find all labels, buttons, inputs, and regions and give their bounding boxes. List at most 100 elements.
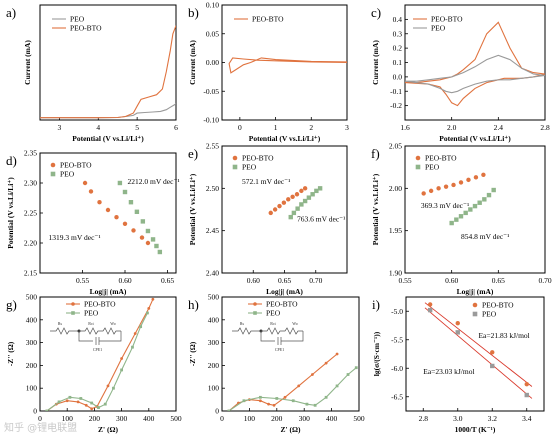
y-tick-label: 0.05	[206, 29, 219, 38]
data-point	[139, 235, 145, 240]
x-tick-label: 5	[135, 123, 139, 132]
x-tick-label: 0.65	[492, 276, 505, 285]
data-point	[324, 361, 328, 365]
legend-label: PEO-BTO	[266, 300, 298, 309]
resistor-rct	[261, 327, 282, 335]
data-point	[122, 189, 128, 195]
y-tick-label: 2.25	[24, 209, 37, 218]
y-tick-label: 0	[33, 407, 37, 416]
data-point	[286, 197, 291, 202]
data-point	[90, 401, 94, 405]
data-point	[314, 188, 319, 194]
panel-h: 0 100 200 300 400 500 0 100 200 300 400 500 Z' (Ω) -Z…	[188, 293, 365, 435]
series-line-2	[405, 54, 545, 94]
data-point	[57, 400, 61, 404]
x-tick-label: 0.55	[76, 276, 89, 285]
capacitor-branch	[78, 331, 122, 345]
series-line-1	[46, 299, 154, 411]
data-point	[466, 177, 471, 183]
y-tick-label: -0.2	[390, 101, 402, 110]
legend-marker	[253, 302, 257, 306]
data-point	[294, 192, 300, 197]
data-point	[436, 186, 441, 191]
data-point	[97, 200, 102, 205]
legend-marker	[50, 162, 56, 168]
data-point	[97, 406, 100, 409]
x-tick-label: 100	[244, 414, 256, 423]
x-tick-label: 0.65	[161, 276, 174, 285]
y-tick-label: 0	[215, 407, 219, 416]
circuit-label: CPE1	[275, 347, 284, 352]
x-tick-label: 0.60	[445, 276, 458, 285]
x-tick-label: 2	[309, 123, 313, 132]
data-point	[295, 206, 300, 211]
plot-frame	[221, 145, 348, 274]
plot-area	[424, 302, 533, 399]
x-tick-label: 6	[174, 123, 178, 132]
x-axis-label: Potential (V vs.Li/Li⁺)	[439, 134, 511, 143]
y-tick-label: 200	[26, 361, 38, 370]
data-point	[68, 395, 72, 399]
panel-i: 2.8 3.0 3.2 3.4 -6.5 -6.0 -5.5 -5.0 1000/T (K⁻¹)…	[372, 296, 545, 434]
plot-frame	[39, 4, 177, 121]
x-tick-label: 300	[116, 414, 128, 423]
x-tick-label: 200	[89, 414, 101, 423]
x-tick-label: 400	[143, 414, 155, 423]
x-tick-label: 2.8	[540, 123, 550, 132]
y-tick-label: 400	[26, 315, 38, 324]
plot-area	[45, 297, 155, 411]
fit-line	[424, 302, 533, 387]
legend-marker	[71, 311, 75, 315]
annotation: Ea=23.03 kJ/mol	[423, 367, 474, 376]
y-axis-label: Current (mA)	[371, 40, 380, 85]
panel-label: h)	[188, 297, 199, 312]
y-tick-label: -0.05	[203, 87, 219, 96]
panel-f: 0.55 0.60 0.65 0.70 1.90 1.95 2.00 2.05 Log|j| (…	[371, 142, 552, 297]
data-point	[291, 399, 295, 403]
plot-area	[405, 21, 545, 107]
x-tick-label: 1.6	[400, 123, 410, 132]
circuit-label: CPE1	[93, 347, 102, 352]
y-tick-label: 2.35	[24, 149, 37, 158]
data-point	[472, 203, 478, 209]
data-point	[120, 368, 123, 372]
y-tick-label: 200	[208, 361, 220, 370]
data-point	[76, 400, 80, 404]
x-tick-label: 2.8	[419, 414, 429, 423]
y-tick-label: 300	[208, 338, 220, 347]
data-point	[490, 363, 495, 369]
x-tick-label: 3	[345, 123, 349, 132]
legend-marker	[415, 155, 421, 161]
data-point	[454, 217, 459, 222]
circuit-label: Rct	[270, 321, 276, 326]
series-line-1	[228, 57, 347, 74]
data-point	[147, 307, 151, 310]
x-tick-label: 0.55	[398, 276, 411, 285]
series-line-1	[405, 21, 545, 107]
legend-label: PEO	[70, 15, 85, 24]
x-tick-label: 300	[299, 414, 311, 423]
resistor-rs	[50, 327, 79, 335]
y-tick-label: 0.00	[206, 58, 219, 67]
y-tick-label: 500	[208, 293, 220, 302]
data-point	[421, 191, 426, 196]
series-line-2	[228, 367, 357, 411]
data-point	[112, 386, 115, 390]
data-point	[82, 180, 88, 186]
x-axis-label: Log|j| (mA)	[266, 287, 303, 296]
data-point	[117, 180, 123, 186]
panel-label: d)	[6, 153, 17, 168]
capacitor-branch	[260, 331, 304, 345]
circuit-label: Rs	[58, 321, 63, 326]
y-tick-label: -0.10	[203, 116, 219, 125]
data-point	[106, 384, 110, 388]
legend-marker	[71, 302, 75, 306]
y-tick-label: -6.0	[391, 364, 403, 373]
